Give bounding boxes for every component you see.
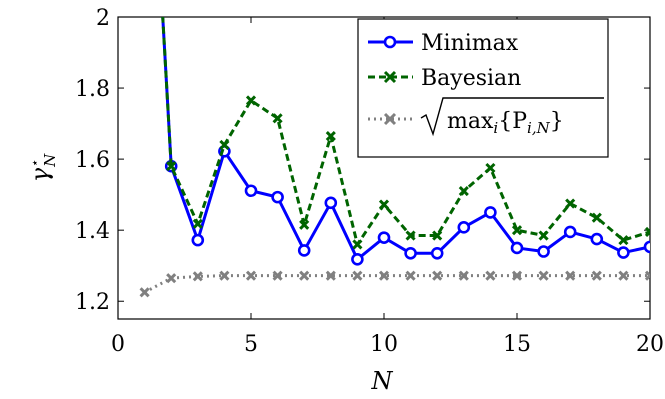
data-point-minimax <box>377 231 391 244</box>
x-tick-label: 15 <box>503 332 531 357</box>
data-point-sqrt-max <box>644 270 650 281</box>
legend-label-sqrt-max-body-sub: i,N <box>527 119 551 137</box>
data-point-bayesian <box>272 113 283 124</box>
series-bayesian <box>161 17 650 250</box>
data-point-sqrt-max <box>245 270 257 281</box>
data-point-minimax <box>271 190 284 204</box>
data-point-bayesian <box>299 219 310 230</box>
data-point-bayesian <box>432 230 443 241</box>
data-point-sqrt-max <box>432 270 443 281</box>
series-sqrt-max <box>139 270 650 298</box>
data-point-sqrt-max <box>272 270 283 281</box>
y-axis-label-sub: N <box>41 153 59 168</box>
data-point-bayesian <box>352 239 363 250</box>
legend-label-sqrt-max-prefix: max <box>447 109 494 134</box>
data-point-bayesian <box>219 139 230 150</box>
data-point-sqrt-max <box>405 270 416 281</box>
data-point-bayesian <box>378 199 390 210</box>
data-point-sqrt-max <box>618 270 629 281</box>
data-point-bayesian <box>511 225 523 236</box>
data-point-bayesian <box>591 212 602 223</box>
data-point-sqrt-max <box>299 270 310 281</box>
data-point-minimax <box>351 253 364 266</box>
data-point-sqrt-max <box>511 270 523 281</box>
legend-label-bayesian: Bayesian <box>421 66 521 91</box>
y-axis-label: γ⋆N <box>26 153 59 182</box>
data-point-sqrt-max <box>565 270 576 281</box>
data-point-sqrt-max <box>166 273 177 284</box>
data-point-minimax <box>324 196 338 210</box>
data-point-minimax <box>457 221 471 234</box>
legend-marker-bayesian <box>383 70 397 84</box>
data-point-sqrt-max <box>538 270 549 281</box>
data-point-bayesian <box>565 198 576 209</box>
data-point-minimax <box>297 244 311 257</box>
y-tick-label: 1.2 <box>75 290 110 315</box>
data-point-bayesian <box>644 226 650 238</box>
y-axis-label-symbol: γ <box>26 167 54 182</box>
series-minimax <box>161 17 650 266</box>
legend-label-minimax: Minimax <box>421 31 519 56</box>
x-axis-label: N <box>371 367 394 395</box>
data-point-bayesian <box>618 235 629 246</box>
data-point-sqrt-max <box>219 270 230 281</box>
data-point-minimax <box>590 232 604 246</box>
data-point-minimax <box>404 246 417 260</box>
axis-ticks: 0 5 10 15 20 1.2 1.4 1.6 1.8 2 <box>75 6 664 357</box>
series-line-bayesian <box>161 17 650 246</box>
x-tick-label: 0 <box>111 332 125 357</box>
data-point-sqrt-max <box>325 270 336 281</box>
data-point-minimax <box>617 246 630 259</box>
data-point-bayesian <box>458 186 469 197</box>
legend-marker-minimax <box>383 35 397 49</box>
data-point-minimax <box>510 241 524 255</box>
data-point-minimax <box>244 184 258 198</box>
series-group <box>139 17 650 298</box>
y-axis-label-star: ⋆ <box>28 160 43 168</box>
data-point-sqrt-max <box>378 270 390 281</box>
data-point-minimax <box>430 246 444 260</box>
data-point-sqrt-max <box>458 270 469 281</box>
data-point-bayesian <box>405 230 416 241</box>
data-point-sqrt-max <box>591 270 602 281</box>
x-tick-label: 5 <box>244 332 258 357</box>
x-tick-label: 10 <box>370 332 398 357</box>
data-point-sqrt-max <box>352 270 363 281</box>
data-point-minimax <box>563 225 577 239</box>
legend: Minimax Bayesian maxi{Pi,N} <box>357 18 609 158</box>
legend-entry-minimax: Minimax <box>368 31 519 56</box>
data-point-sqrt-max <box>139 287 150 298</box>
data-point-sqrt-max <box>192 271 203 282</box>
data-point-bayesian <box>485 162 496 174</box>
data-point-bayesian <box>325 130 336 142</box>
legend-entry-bayesian: Bayesian <box>368 66 521 91</box>
legend-marker-sqrt-max <box>383 112 397 126</box>
legend-label-sqrt-max: maxi{Pi,N} <box>447 109 564 137</box>
y-tick-label: 1.4 <box>75 219 110 244</box>
data-point-bayesian <box>166 161 177 172</box>
sqrt-radical <box>420 97 604 137</box>
legend-label-sqrt-max-sub: i <box>493 119 498 137</box>
svg-text:γ⋆N: γ⋆N <box>26 153 59 182</box>
data-point-minimax <box>643 240 650 254</box>
data-point-minimax <box>484 206 497 219</box>
x-tick-label: 20 <box>636 332 664 357</box>
legend-entry-sqrt-max: maxi{Pi,N} <box>368 97 604 137</box>
data-point-bayesian <box>245 95 257 106</box>
data-point-sqrt-max <box>485 270 496 281</box>
y-tick-label: 1.8 <box>75 77 110 102</box>
data-point-bayesian <box>538 230 549 241</box>
y-tick-label: 2 <box>96 6 110 31</box>
data-point-minimax <box>191 233 205 247</box>
legend-label-sqrt-max-close: } <box>550 109 564 134</box>
data-point-minimax <box>537 245 550 258</box>
data-point-bayesian <box>192 218 203 229</box>
legend-label-sqrt-max-body: {P <box>498 109 527 134</box>
y-tick-label: 1.6 <box>75 148 110 173</box>
